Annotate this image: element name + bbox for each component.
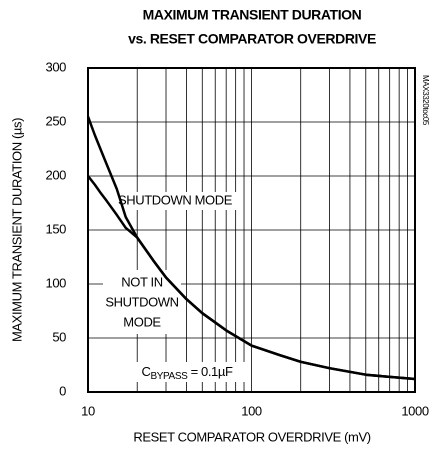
y-tick-label: 150 — [46, 221, 67, 236]
x-tick-label: 10 — [81, 403, 95, 418]
x-tick-label: 100 — [241, 403, 262, 418]
label-box — [111, 192, 239, 210]
side-note: MAX3320toc05 — [421, 75, 430, 126]
series-label: NOT IN — [121, 274, 162, 289]
series-label: SHUTDOWN MODE — [118, 192, 233, 207]
y-tick-label: 100 — [46, 275, 67, 290]
y-tick-label: 250 — [46, 113, 67, 128]
series-label: SHUTDOWN — [105, 294, 178, 309]
x-axis-label: RESET COMPARATOR OVERDRIVE (mV) — [133, 429, 370, 444]
y-tick-label: 200 — [46, 167, 67, 182]
series-label: MODE — [123, 314, 161, 329]
annotation-part: = 0.1µF — [187, 364, 233, 379]
x-tick-label: 1000 — [401, 403, 428, 418]
y-axis-label: MAXIMUM TRANSIENT DURATION (µs) — [9, 118, 24, 342]
y-tick-label: 0 — [59, 383, 66, 398]
chart-title: MAXIMUM TRANSIENT DURATION — [143, 7, 362, 23]
plot-frame — [87, 67, 416, 393]
annotation: CBYPASS = 0.1µF — [141, 364, 232, 381]
y-tick-label: 300 — [46, 59, 67, 74]
line-series — [87, 175, 416, 381]
label-box — [127, 362, 247, 382]
annotation-part: C — [141, 364, 150, 379]
chart-title: vs. RESET COMPARATOR OVERDRIVE — [128, 31, 376, 47]
y-tick-label: 50 — [52, 329, 66, 344]
annotation-part: BYPASS — [150, 371, 188, 382]
